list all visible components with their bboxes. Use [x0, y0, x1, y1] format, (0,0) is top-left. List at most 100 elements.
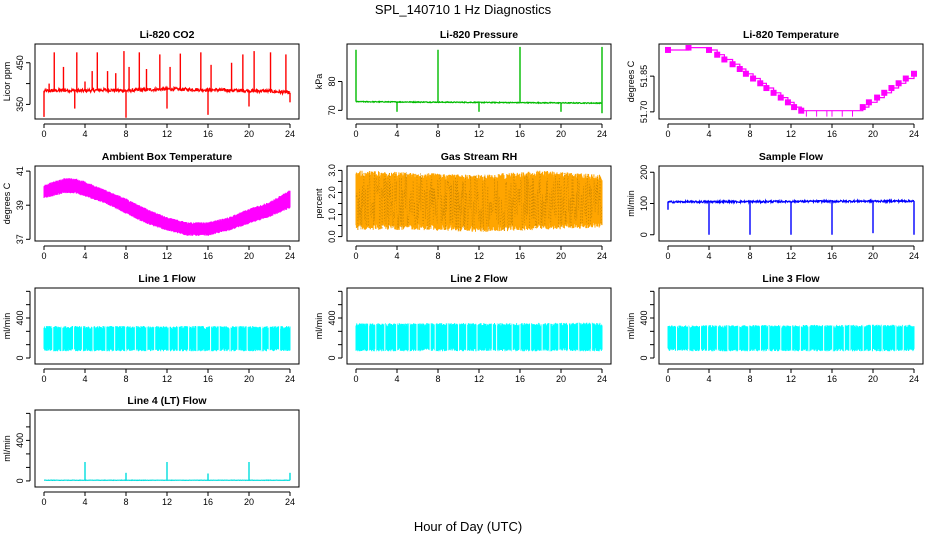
- y-tick-label: 400: [327, 310, 337, 325]
- x-tick-label: 12: [162, 374, 172, 384]
- x-tick-label: 0: [665, 129, 670, 139]
- panel-9: Line 4 (LT) Flow ml/min 0 4 8 12 16 20 24 0 400: [2, 395, 300, 507]
- x-tick-label: 16: [515, 251, 525, 261]
- x-tick-label: 8: [435, 129, 440, 139]
- panel-frame: [658, 287, 924, 365]
- panel-8: Line 3 Flow ml/min 0 4 8 12 16 20 24 0 400: [626, 273, 924, 384]
- y-tick-label: 350: [15, 97, 25, 112]
- y-tick-label: 41: [15, 166, 25, 176]
- x-tick-label: 16: [203, 497, 213, 507]
- panel-0: Li-820 CO2 Licor ppm 0 4 8 12 16 20 24 350 450: [2, 29, 300, 139]
- x-tick-label: 4: [82, 251, 87, 261]
- y-tick-label: 2.0: [327, 186, 337, 199]
- y-tick-label: 70: [327, 105, 337, 115]
- panel-ylabel: degrees C: [2, 182, 12, 224]
- step-block: [911, 70, 917, 77]
- panel-ylabel: ml/min: [314, 313, 324, 340]
- x-tick-label: 16: [203, 251, 213, 261]
- x-tick-label: 24: [909, 374, 919, 384]
- panel-ylabel: percent: [314, 188, 324, 219]
- x-tick-label: 4: [394, 129, 399, 139]
- x-tick-label: 16: [203, 374, 213, 384]
- x-tick-label: 8: [435, 374, 440, 384]
- plot-area: [667, 324, 915, 352]
- y-tick-label: 450: [15, 55, 25, 70]
- y-tick-label: 0: [639, 355, 649, 360]
- x-tick-label: 16: [515, 129, 525, 139]
- x-tick-label: 4: [706, 374, 711, 384]
- panel-frame: [34, 43, 300, 120]
- x-tick-label: 8: [747, 251, 752, 261]
- x-tick-label: 24: [285, 374, 295, 384]
- panel-1: Li-820 Pressure kPa 0 4 8 12 16 20 24 70 80: [314, 29, 612, 139]
- x-tick-label: 0: [353, 251, 358, 261]
- plot-area: [355, 170, 603, 232]
- panel-title: Li-820 Pressure: [440, 29, 518, 41]
- plot-area: [43, 326, 291, 352]
- x-tick-label: 20: [244, 374, 254, 384]
- plot-area: [667, 198, 915, 235]
- y-tick-label: 400: [15, 310, 25, 325]
- x-tick-label: 8: [123, 251, 128, 261]
- panel-title: Gas Stream RH: [441, 151, 517, 163]
- x-tick-label: 8: [747, 129, 752, 139]
- panel-ylabel: ml/min: [626, 313, 636, 340]
- panel-7: Line 2 Flow ml/min 0 4 8 12 16 20 24 0 400: [314, 273, 612, 384]
- x-tick-label: 20: [244, 129, 254, 139]
- plot-area: [355, 46, 603, 114]
- x-tick-label: 0: [41, 374, 46, 384]
- series-band: [667, 324, 915, 352]
- x-tick-label: 12: [474, 374, 484, 384]
- panel-frame: [346, 43, 612, 120]
- x-tick-label: 24: [285, 129, 295, 139]
- panel-4: Gas Stream RH percent 0 4 8 12 16 20 24 0.0 1.0 2.0…: [314, 151, 612, 261]
- x-tick-label: 16: [827, 129, 837, 139]
- x-tick-label: 16: [827, 374, 837, 384]
- panel-title: Li-820 Temperature: [743, 29, 839, 41]
- x-tick-label: 12: [162, 497, 172, 507]
- x-tick-label: 4: [82, 497, 87, 507]
- panel-title: Line 4 (LT) Flow: [127, 395, 207, 407]
- y-tick-label: 100: [639, 196, 649, 211]
- x-tick-label: 0: [665, 374, 670, 384]
- x-tick-label: 24: [597, 374, 607, 384]
- panel-ylabel: kPa: [314, 74, 324, 90]
- x-tick-label: 12: [474, 129, 484, 139]
- series-band: [355, 322, 603, 352]
- panel-frame: [346, 287, 612, 365]
- y-tick-label: 39: [15, 200, 25, 210]
- y-tick-label: 51.70: [639, 101, 649, 124]
- panel-title: Ambient Box Temperature: [102, 151, 233, 163]
- x-tick-label: 4: [82, 129, 87, 139]
- x-tick-label: 20: [868, 251, 878, 261]
- panel-3: Ambient Box Temperature degrees C 0 4 8 12 16 2…: [2, 151, 300, 261]
- y-tick-label: 3.0: [327, 164, 337, 177]
- x-tick-label: 12: [786, 374, 796, 384]
- x-tick-label: 20: [556, 129, 566, 139]
- plot-area: [44, 462, 291, 482]
- x-tick-label: 0: [41, 251, 46, 261]
- x-tick-label: 24: [285, 497, 295, 507]
- x-tick-label: 4: [82, 374, 87, 384]
- x-tick-label: 20: [244, 251, 254, 261]
- x-tick-label: 0: [353, 374, 358, 384]
- y-tick-label: 200: [639, 165, 649, 180]
- x-tick-label: 16: [515, 374, 525, 384]
- y-tick-label: 400: [15, 433, 25, 448]
- x-tick-label: 8: [123, 374, 128, 384]
- panel-frame: [658, 165, 924, 242]
- panel-ylabel: degrees C: [626, 60, 636, 102]
- series-band: [355, 170, 603, 232]
- panel-ylabel: ml/min: [2, 313, 12, 340]
- x-tick-label: 0: [665, 251, 670, 261]
- panel-frame: [34, 165, 300, 242]
- series-band: [43, 178, 291, 236]
- x-tick-label: 12: [162, 251, 172, 261]
- plot-area: [43, 178, 291, 236]
- panel-title: Line 1 Flow: [138, 273, 196, 285]
- y-tick-label: 0: [327, 355, 337, 360]
- x-tick-label: 12: [786, 129, 796, 139]
- y-tick-label: 0.0: [327, 230, 337, 243]
